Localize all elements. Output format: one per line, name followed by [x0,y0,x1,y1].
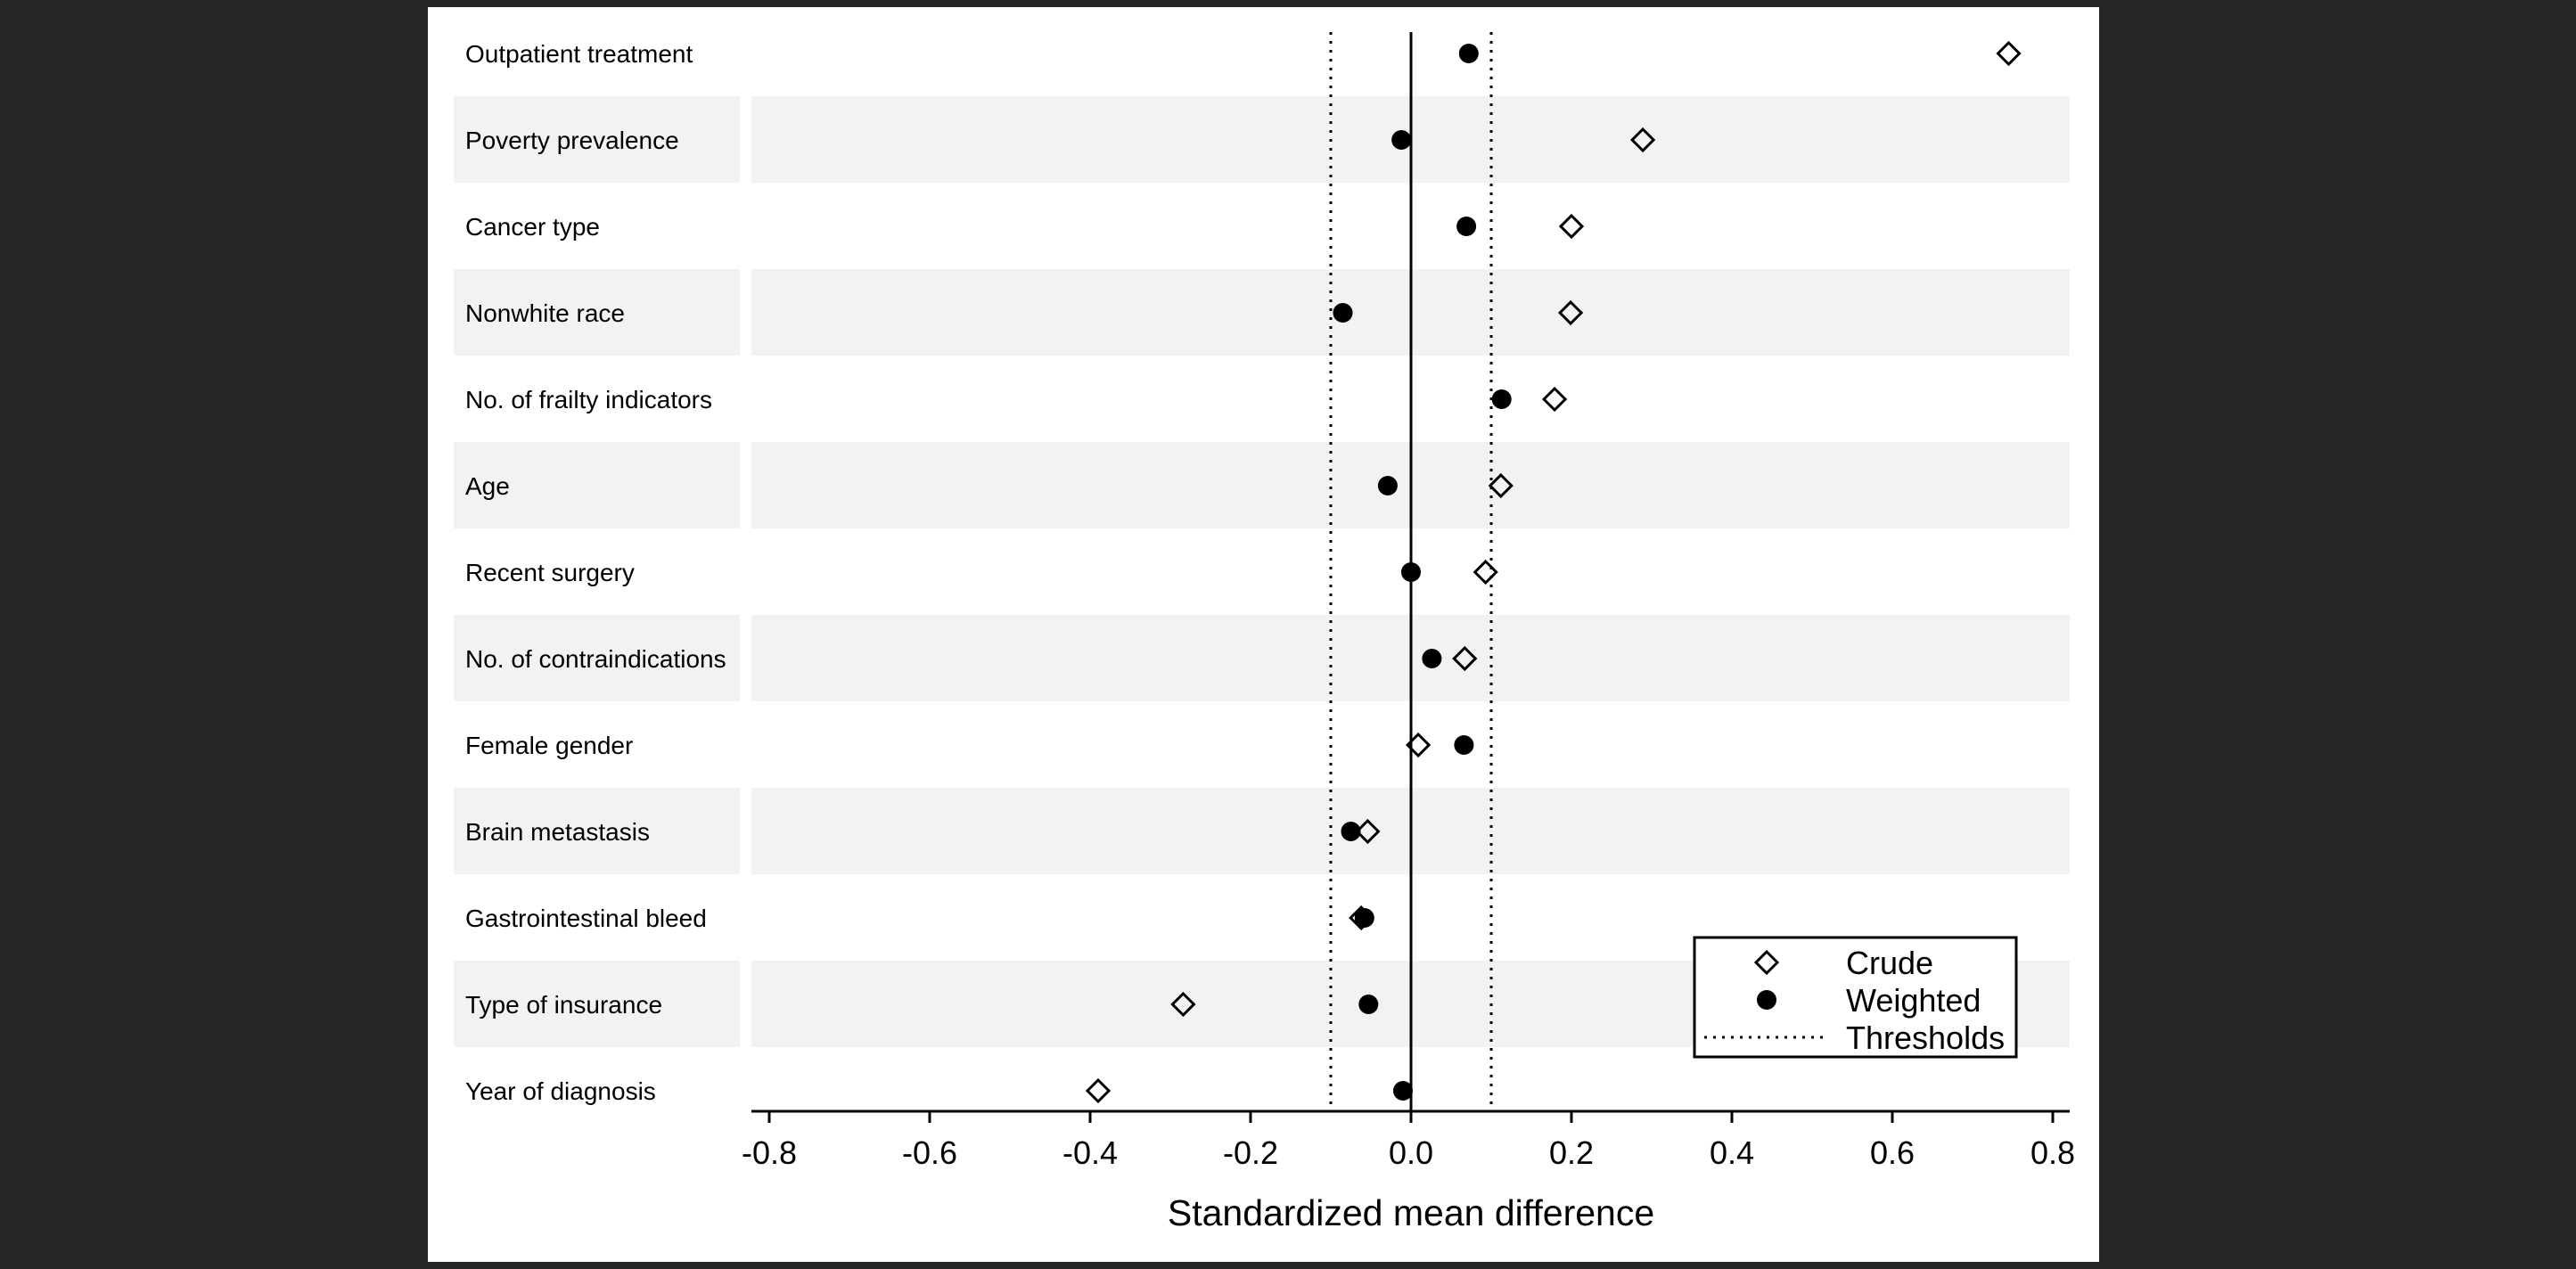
row-label: Outpatient treatment [465,40,693,68]
legend-crude-marker [1753,949,1780,976]
x-tick-label: -0.8 [742,1134,797,1171]
weighted-point [1454,735,1474,755]
row-label: Cancer type [465,213,600,241]
row-labels: Outpatient treatment Poverty prevalence Ca… [465,40,726,1105]
crude-point [1170,991,1196,1018]
weighted-point [1341,822,1361,841]
row-label: Recent surgery [465,559,635,586]
crude-point [1541,386,1568,413]
row-label: No. of contraindications [465,645,726,673]
row-label: Age [465,472,510,500]
weighted-point [1422,649,1442,668]
crude-point [1629,127,1656,153]
x-tick-label: 0.4 [1710,1134,1754,1171]
weighted-point [1458,44,1479,63]
row-label: No. of frailty indicators [465,386,712,413]
x-tick-label: -0.6 [902,1134,957,1171]
row-label: Nonwhite race [465,299,625,327]
weighted-point [1358,995,1379,1014]
x-tick-label: -0.4 [1062,1134,1118,1171]
row-label: Gastrointestinal bleed [465,905,707,932]
row-label: Brain metastasis [465,818,650,846]
row-band-label [454,442,740,528]
weighted-point [1333,303,1353,323]
data-points [1085,40,2022,1104]
row-band-label [454,269,740,356]
weighted-point [1456,217,1477,236]
row-label: Female gender [465,732,633,759]
x-tick-label: -0.2 [1223,1134,1278,1171]
row-band-label [454,788,740,874]
row-label: Type of insurance [465,991,662,1019]
crude-point [1349,905,1374,931]
row-band-label [454,615,740,701]
x-axis-title: Standardized mean difference [1168,1192,1654,1233]
legend-label: Crude [1846,945,1933,981]
row-band-label [454,96,740,183]
x-axis: -0.8 -0.6 -0.4 -0.2 0.0 0.2 0.4 0.6 0.8 [742,1109,2075,1171]
weighted-point [1354,908,1374,928]
row-label: Poverty prevalence [465,127,679,154]
legend-weighted-marker [1757,990,1776,1010]
x-tick-label: 0.2 [1549,1134,1594,1171]
x-tick-label: 0.6 [1870,1134,1915,1171]
crude-point [1405,732,1432,758]
crude-point [1473,559,1498,585]
weighted-point [1393,1081,1413,1101]
row-label: Year of diagnosis [465,1077,656,1105]
weighted-point [1491,389,1512,409]
weighted-point [1377,476,1398,495]
row-band-label [454,961,740,1047]
crude-point [1488,472,1514,499]
crude-point [1557,299,1584,326]
x-tick-label: 0.0 [1389,1134,1433,1171]
crude-point [1558,213,1585,240]
crude-point [1355,818,1381,845]
weighted-point [1401,562,1421,582]
crude-point [1452,645,1478,672]
legend-label: Thresholds [1846,1019,2005,1056]
legend-label: Weighted [1846,982,1981,1019]
x-tick-label: 0.8 [2030,1134,2075,1171]
crude-point [1996,40,2022,67]
crude-point [1085,1077,1112,1104]
weighted-point [1391,130,1412,150]
legend-box [1693,936,2018,1059]
